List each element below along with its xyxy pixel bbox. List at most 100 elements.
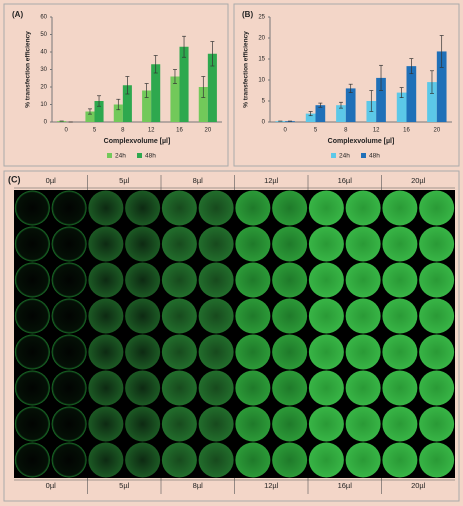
well xyxy=(345,370,381,406)
x-tick-label: 8 xyxy=(121,128,125,134)
legend-swatch xyxy=(361,153,366,158)
well xyxy=(51,406,87,442)
well xyxy=(382,406,418,442)
bar xyxy=(122,85,132,122)
error-bar xyxy=(379,64,384,91)
error-bar xyxy=(439,35,444,68)
bar xyxy=(436,51,447,122)
y-tick-label: 60 xyxy=(40,15,47,21)
error-bar xyxy=(201,76,206,98)
panel-a-frame xyxy=(3,3,229,167)
well xyxy=(419,406,455,442)
well xyxy=(125,262,161,298)
x-tick-label: 8 xyxy=(344,128,348,134)
x-tick-label: 20 xyxy=(204,128,211,134)
well xyxy=(308,262,344,298)
well xyxy=(345,406,381,442)
well xyxy=(161,190,197,226)
legend-swatch xyxy=(137,153,142,158)
error-bar xyxy=(153,55,158,74)
well xyxy=(51,262,87,298)
well xyxy=(382,226,418,262)
well xyxy=(272,298,308,334)
column-label: 8µl xyxy=(193,481,203,490)
well xyxy=(382,334,418,370)
well xyxy=(198,442,234,478)
well xyxy=(345,334,381,370)
column-label: 8µl xyxy=(193,176,203,185)
well xyxy=(14,298,50,334)
well xyxy=(272,406,308,442)
x-tick-label: 5 xyxy=(93,128,97,134)
well xyxy=(125,334,161,370)
bar xyxy=(305,113,316,122)
x-tick-label: 5 xyxy=(314,128,318,134)
bar xyxy=(151,64,161,122)
well xyxy=(235,406,271,442)
x-tick-label: 20 xyxy=(433,128,440,134)
well xyxy=(308,190,344,226)
error-bar xyxy=(348,83,353,93)
well xyxy=(161,262,197,298)
error-bar xyxy=(125,76,130,95)
well xyxy=(308,406,344,442)
well xyxy=(419,442,455,478)
bar xyxy=(113,104,123,122)
well xyxy=(382,370,418,406)
y-tick-label: 0 xyxy=(262,120,266,126)
chart-title: (B) xyxy=(242,10,253,19)
well xyxy=(125,190,161,226)
column-label: 12µl xyxy=(264,481,279,490)
bar xyxy=(336,105,346,122)
well xyxy=(235,370,271,406)
error-bar xyxy=(409,58,414,75)
well xyxy=(161,442,197,478)
well xyxy=(419,190,455,226)
well xyxy=(125,298,161,334)
error-bar xyxy=(97,95,102,107)
well xyxy=(198,298,234,334)
well xyxy=(308,298,344,334)
well xyxy=(125,370,161,406)
well xyxy=(272,262,308,298)
well xyxy=(161,226,197,262)
column-label: 16µl xyxy=(338,481,353,490)
legend-swatch xyxy=(331,153,336,158)
well xyxy=(14,262,50,298)
well xyxy=(14,226,50,262)
bar xyxy=(275,121,286,122)
column-label: 20µl xyxy=(411,176,426,185)
well xyxy=(88,226,124,262)
well xyxy=(272,190,308,226)
x-tick-label: 16 xyxy=(176,128,183,134)
error-bar xyxy=(144,83,149,98)
panel-b-frame xyxy=(233,3,460,167)
column-label: 12µl xyxy=(264,176,279,185)
well xyxy=(14,370,50,406)
x-tick-label: 0 xyxy=(283,128,287,134)
well xyxy=(345,442,381,478)
well xyxy=(198,226,234,262)
well xyxy=(382,190,418,226)
well xyxy=(88,298,124,334)
legend-label: 48h xyxy=(145,153,156,160)
microscopy-image xyxy=(14,190,455,478)
legend-label: 24h xyxy=(339,153,350,160)
well xyxy=(235,442,271,478)
well xyxy=(419,370,455,406)
well xyxy=(88,442,124,478)
x-tick-label: 12 xyxy=(373,128,380,134)
well xyxy=(345,298,381,334)
well xyxy=(308,226,344,262)
error-bar xyxy=(318,102,323,108)
well xyxy=(382,262,418,298)
well xyxy=(419,226,455,262)
column-label: 0µl xyxy=(46,176,56,185)
column-label: 20µl xyxy=(411,481,426,490)
bar xyxy=(427,82,437,122)
well xyxy=(14,334,50,370)
well xyxy=(272,370,308,406)
error-bar xyxy=(399,87,404,98)
well xyxy=(88,190,124,226)
y-tick-label: 50 xyxy=(40,32,47,38)
